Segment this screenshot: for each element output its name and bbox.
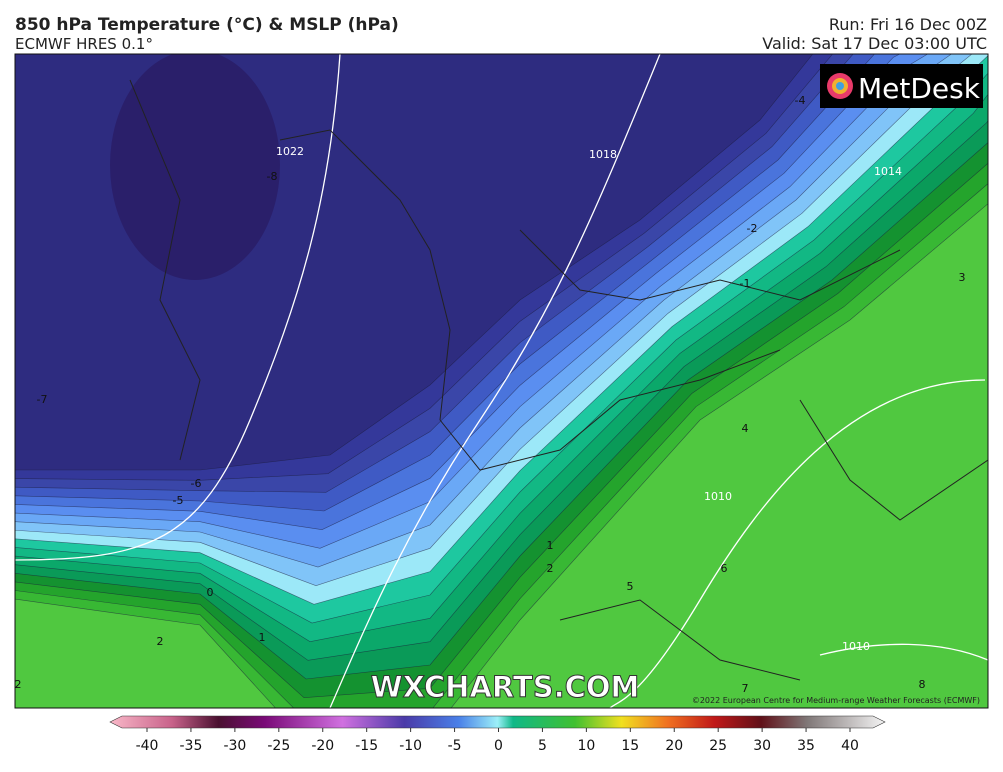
- watermark: WXCHARTS.COM: [371, 670, 640, 704]
- contour-label: 4: [742, 422, 749, 435]
- contour-label: 5: [627, 580, 634, 593]
- colorbar-label: -20: [311, 738, 334, 754]
- logo-icon: [827, 73, 853, 99]
- colorbar-label: -5: [448, 738, 462, 754]
- colorbar-label: -40: [136, 738, 159, 754]
- colorbar-label: 30: [753, 738, 771, 754]
- contour-label: -6: [191, 477, 202, 490]
- contour-label: 1010: [842, 640, 870, 653]
- colorbar-label: 0: [494, 738, 503, 754]
- contour-label: 1: [259, 631, 266, 644]
- colorbar-label: -35: [180, 738, 203, 754]
- copyright: ©2022 European Centre for Medium-range W…: [692, 696, 980, 705]
- contour-label: -5: [173, 494, 184, 507]
- border: [519, 229, 901, 301]
- contour-label: 0: [207, 586, 214, 599]
- contour-label: 6: [721, 562, 728, 575]
- colorbar: [109, 715, 886, 729]
- map-frame: [14, 53, 989, 709]
- contour-label: 1014: [874, 165, 902, 178]
- colorbar-label: -15: [355, 738, 378, 754]
- contour-label: -8: [267, 170, 278, 183]
- colorbar-label: -25: [267, 738, 290, 754]
- contour-label: 8: [919, 678, 926, 691]
- contour-label: 3: [959, 271, 966, 284]
- colorbar-label: -10: [399, 738, 422, 754]
- colorbar-label: 40: [841, 738, 859, 754]
- contour-label: -4: [795, 94, 806, 107]
- colorbar-label: 5: [538, 738, 547, 754]
- border: [279, 129, 451, 421]
- logo-text: MetDesk: [858, 72, 981, 105]
- contour-label: 2: [157, 635, 164, 648]
- border: [439, 349, 781, 471]
- contour-label: 7: [742, 682, 749, 695]
- border: [559, 599, 801, 681]
- isobar: [329, 54, 661, 708]
- contour-label: 2: [547, 562, 554, 575]
- colorbar-label: 15: [621, 738, 639, 754]
- valid: Valid: Sat 17 Dec 03:00 UTC: [762, 34, 987, 53]
- contour-label: -7: [37, 393, 48, 406]
- title: 850 hPa Temperature (°C) & MSLP (hPa): [15, 15, 399, 35]
- colorbar-label: 10: [577, 738, 595, 754]
- contour-label: 2: [15, 678, 22, 691]
- colorbar-label: 35: [797, 738, 815, 754]
- isobar: [15, 54, 341, 561]
- isobar: [609, 379, 986, 708]
- contour-label: 1: [547, 539, 554, 552]
- contour-label: 1018: [589, 148, 617, 161]
- border: [799, 399, 988, 521]
- colorbar-label: 20: [665, 738, 683, 754]
- subtitle: ECMWF HRES 0.1°: [15, 35, 153, 53]
- contour-label: 1022: [276, 145, 304, 158]
- cold-core: [110, 54, 280, 280]
- contour-label: -2: [747, 222, 758, 235]
- border: [129, 79, 201, 461]
- contour-label: -1: [740, 277, 751, 290]
- contour-label: 1010: [704, 490, 732, 503]
- run: Run: Fri 16 Dec 00Z: [829, 15, 987, 34]
- isobar: [819, 643, 988, 661]
- colorbar-label: 25: [709, 738, 727, 754]
- colorbar-label: -30: [223, 738, 246, 754]
